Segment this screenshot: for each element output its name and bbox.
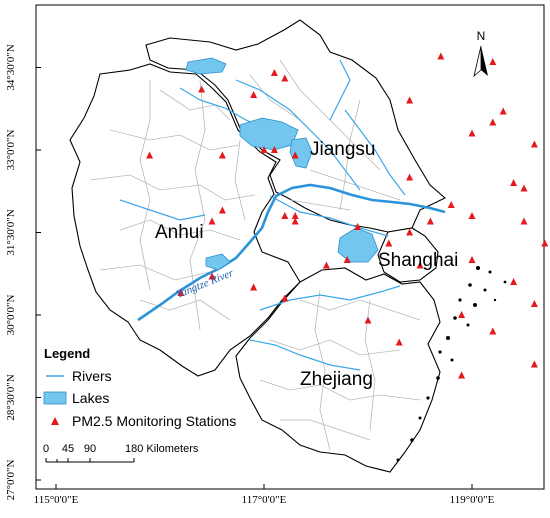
pm25-station-marker bbox=[489, 58, 497, 65]
lat-label: 34°30'0"N bbox=[5, 44, 17, 90]
pm25-station-marker bbox=[406, 96, 414, 104]
pm25-station-marker bbox=[281, 294, 289, 302]
scale-label-180: 180 Kilometers bbox=[125, 443, 199, 455]
pm25-station-marker bbox=[541, 239, 549, 247]
pm25-station-marker bbox=[343, 256, 351, 263]
legend-stations-label: PM2.5 Monitoring Stations bbox=[72, 413, 236, 429]
pm25-station-marker bbox=[489, 118, 497, 126]
rivers bbox=[119, 59, 446, 371]
lon-label: 115°0'0"E bbox=[34, 494, 79, 506]
legend-rivers-label: Rivers bbox=[72, 368, 112, 384]
region-label-zhejiang: Zhejiang bbox=[300, 369, 373, 390]
pm25-station-marker bbox=[177, 289, 185, 296]
pm25-station-marker bbox=[281, 212, 289, 219]
pm25-station-marker bbox=[208, 217, 216, 225]
pm25-station-marker bbox=[510, 179, 518, 186]
pm25-station-marker bbox=[499, 107, 507, 115]
scale-label-0: 0 bbox=[43, 443, 49, 455]
pm25-station-marker bbox=[385, 239, 393, 247]
lakes bbox=[185, 57, 379, 271]
pm25-station-marker bbox=[250, 283, 258, 291]
province-polygons bbox=[69, 19, 446, 473]
pm25-station-marker bbox=[281, 74, 289, 82]
legend-station-swatch bbox=[51, 417, 59, 425]
pm25-station-marker bbox=[530, 140, 538, 148]
pm25-station-marker bbox=[489, 327, 497, 335]
pm25-station-marker bbox=[458, 311, 466, 318]
pm25-station-marker bbox=[322, 261, 330, 269]
yangtze-river bbox=[137, 183, 446, 322]
pm25-station-marker bbox=[354, 223, 362, 230]
pm25-station-marker bbox=[260, 146, 268, 153]
legend-lake-swatch bbox=[43, 391, 67, 405]
lat-label: 28°30'0"N bbox=[5, 374, 17, 420]
pm25-station-marker bbox=[520, 217, 528, 225]
pm25-station-marker bbox=[458, 371, 466, 379]
north-label: N bbox=[477, 29, 486, 43]
pm25-station-marker bbox=[406, 173, 414, 181]
region-label-shanghai: Shanghai bbox=[378, 250, 458, 271]
pm25-station-marker bbox=[218, 206, 226, 214]
graticule-ticks: 34°30'0"N 33°0'0"N 31°30'0"N 30°0'0"N 28°30'… bbox=[5, 44, 495, 506]
scale-label-45: 45 bbox=[62, 443, 74, 455]
pm25-station-marker bbox=[395, 338, 403, 346]
pm25-station-marker bbox=[426, 217, 434, 225]
legend: Legend Rivers Lakes PM2.5 Monitoring Sta… bbox=[43, 346, 236, 429]
lon-label: 117°0'0"E bbox=[242, 494, 287, 506]
legend-title: Legend bbox=[44, 346, 90, 361]
pm25-station-marker bbox=[291, 217, 299, 225]
north-arrow: N bbox=[473, 29, 488, 78]
lake-luoma bbox=[185, 57, 227, 75]
pm25-station-marker bbox=[468, 256, 476, 263]
pm25-station-marker bbox=[468, 212, 476, 219]
pm25-station-marker bbox=[520, 184, 528, 192]
lat-label: 33°0'0"N bbox=[5, 130, 17, 171]
pm25-station-marker bbox=[530, 300, 538, 307]
north-arrow-icon bbox=[481, 46, 488, 76]
lake-gaoyou bbox=[289, 137, 313, 169]
pm25-station-marker bbox=[198, 85, 206, 93]
pm25-station-marker bbox=[291, 212, 299, 219]
scale-bar: 0 45 90 180 Kilometers bbox=[43, 443, 199, 463]
pm25-station-marker bbox=[468, 129, 476, 137]
coastal-islands bbox=[396, 266, 507, 462]
pm25-station-marker bbox=[291, 151, 299, 159]
zhejiang-polygon bbox=[235, 267, 441, 473]
pm25-station-marker bbox=[218, 151, 226, 159]
legend-lakes-label: Lakes bbox=[72, 390, 109, 406]
pm25-station-marker bbox=[208, 272, 216, 280]
anhui-polygon bbox=[69, 63, 301, 377]
pm25-station-marker bbox=[447, 201, 455, 208]
pm25-station-marker bbox=[530, 360, 538, 368]
lake-chao bbox=[205, 253, 231, 271]
lat-label: 31°30'0"N bbox=[5, 209, 17, 255]
region-label-anhui: Anhui bbox=[155, 222, 204, 243]
pm25-station-marker bbox=[270, 146, 278, 153]
lon-label: 119°0'0"E bbox=[450, 494, 495, 506]
pm25-station-marker bbox=[416, 261, 424, 269]
pm25-station-marker bbox=[437, 52, 445, 60]
pm25-station-marker bbox=[510, 278, 518, 285]
pm25-station-markers bbox=[146, 52, 549, 379]
map-frame bbox=[35, 4, 545, 490]
pm25-station-marker bbox=[364, 316, 372, 324]
region-label-jiangsu: Jiangsu bbox=[310, 139, 376, 160]
lake-tai bbox=[337, 227, 379, 263]
pm25-station-marker bbox=[270, 69, 278, 76]
scale-label-90: 90 bbox=[84, 443, 96, 455]
pm25-station-marker bbox=[250, 91, 258, 98]
lat-label: 27°0'0"N bbox=[5, 460, 17, 501]
pm25-station-marker bbox=[406, 228, 414, 236]
lat-label: 30°0'0"N bbox=[5, 295, 17, 336]
pm25-station-marker bbox=[146, 151, 154, 159]
